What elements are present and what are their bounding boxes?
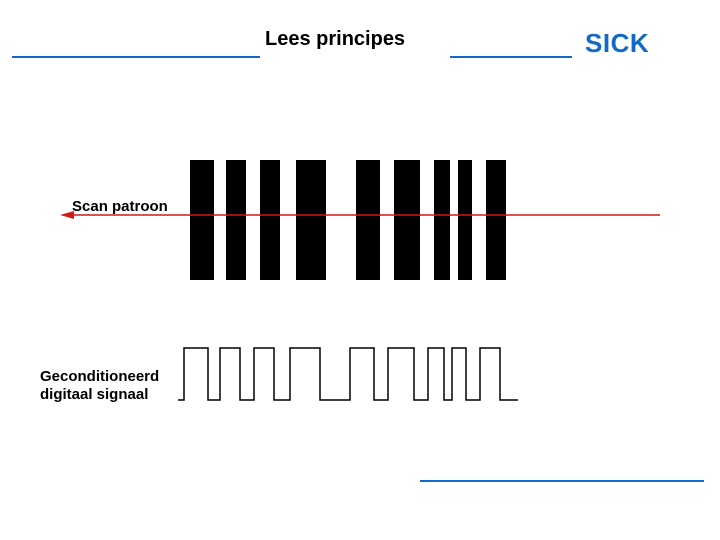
digital-signal-waveform [0,0,720,540]
